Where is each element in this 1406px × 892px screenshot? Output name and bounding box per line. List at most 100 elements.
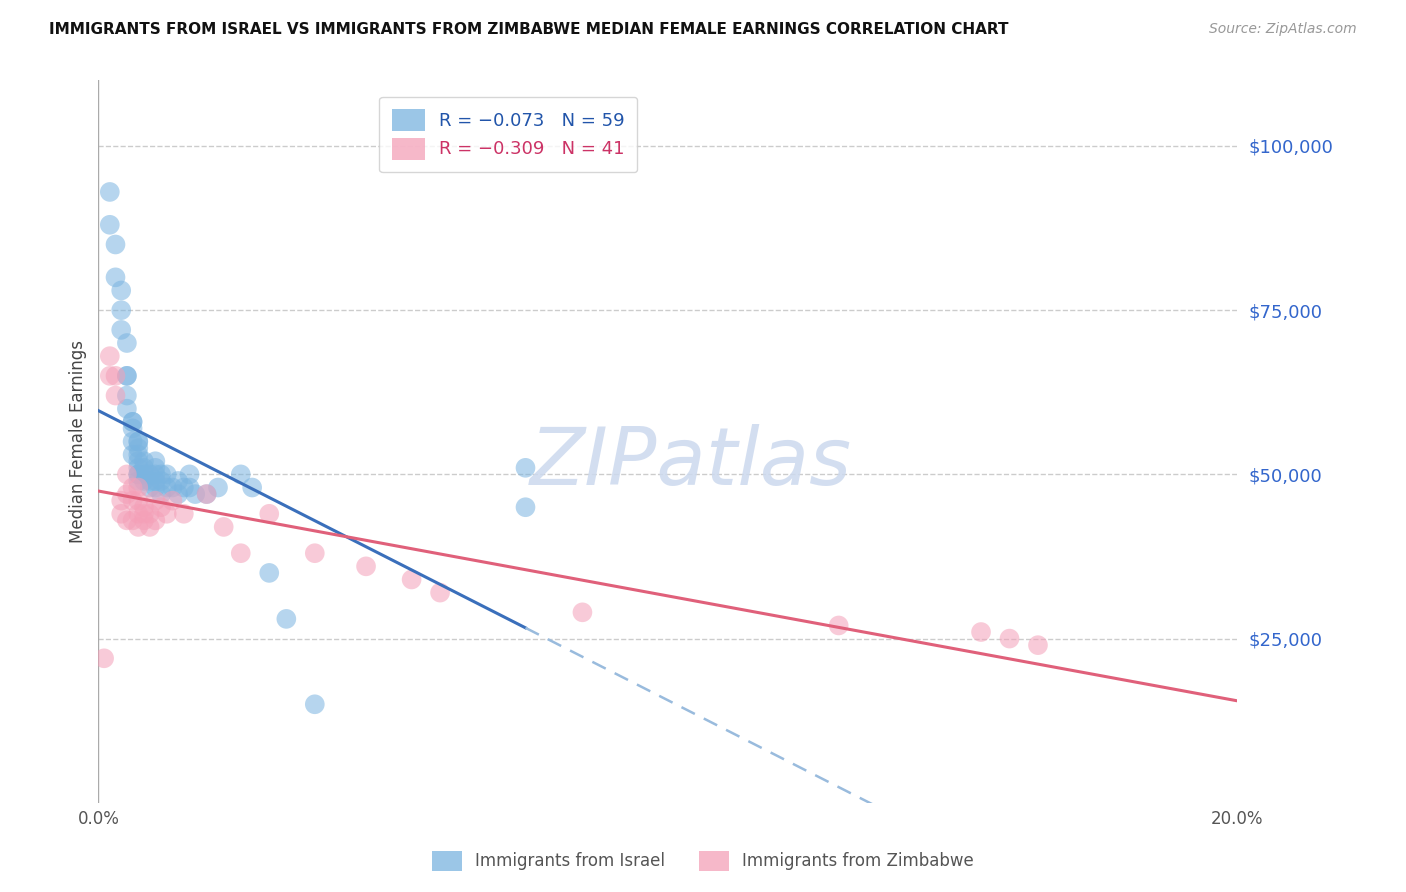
Point (132, 500, 155, 515)
Point (304, 698, 326, 712)
Point (132, 467, 155, 482)
Point (970, 625, 993, 640)
Point (179, 481, 201, 495)
Point (98, 349, 121, 363)
Point (998, 632, 1021, 646)
Point (156, 467, 179, 482)
Point (173, 507, 195, 521)
Point (207, 481, 229, 495)
Point (127, 434, 149, 449)
Point (104, 388, 127, 402)
Point (828, 618, 851, 632)
Point (571, 605, 593, 619)
Point (110, 323, 132, 337)
Point (115, 388, 138, 402)
Point (132, 507, 155, 521)
Point (121, 448, 143, 462)
Point (127, 448, 149, 462)
Point (1026, 638, 1049, 652)
Point (127, 460, 149, 475)
Point (515, 460, 537, 475)
Text: IMMIGRANTS FROM ISRAEL VS IMMIGRANTS FROM ZIMBABWE MEDIAN FEMALE EARNINGS CORREL: IMMIGRANTS FROM ISRAEL VS IMMIGRANTS FRO… (49, 22, 1008, 37)
Point (173, 481, 195, 495)
Point (145, 493, 167, 508)
Point (127, 441, 149, 455)
Point (145, 467, 167, 482)
Point (145, 481, 167, 495)
Text: ZIPatlas: ZIPatlas (530, 425, 852, 502)
Point (195, 487, 218, 501)
Point (115, 368, 138, 383)
Point (104, 270, 127, 285)
Point (162, 481, 184, 495)
Point (121, 493, 143, 508)
Point (110, 493, 132, 508)
Point (132, 454, 155, 468)
Point (212, 520, 235, 534)
Point (240, 481, 263, 495)
Point (127, 474, 149, 488)
Point (354, 559, 377, 574)
Point (115, 336, 138, 351)
Point (115, 487, 138, 501)
Point (229, 467, 252, 482)
Point (145, 513, 167, 527)
Point (127, 507, 149, 521)
Point (115, 368, 138, 383)
Y-axis label: Median Female Earnings: Median Female Earnings (69, 340, 87, 543)
Point (121, 513, 143, 527)
Point (98, 218, 121, 232)
Point (93, 651, 115, 665)
Point (167, 487, 190, 501)
Point (127, 467, 149, 482)
Point (121, 415, 143, 429)
Point (184, 487, 207, 501)
Point (259, 566, 281, 580)
Point (429, 585, 451, 599)
Point (138, 474, 160, 488)
Point (98, 368, 121, 383)
Point (145, 474, 167, 488)
Point (132, 513, 155, 527)
Point (132, 460, 155, 475)
Point (121, 481, 143, 495)
Point (121, 415, 143, 429)
Point (145, 454, 167, 468)
Point (127, 434, 149, 449)
Point (179, 467, 201, 482)
Point (110, 507, 132, 521)
Point (195, 487, 218, 501)
Point (150, 467, 173, 482)
Point (121, 421, 143, 435)
Legend: Immigrants from Israel, Immigrants from Zimbabwe: Immigrants from Israel, Immigrants from … (423, 842, 983, 880)
Point (167, 474, 190, 488)
Point (110, 284, 132, 298)
Point (110, 303, 132, 318)
Point (138, 507, 160, 521)
Point (145, 460, 167, 475)
Point (132, 474, 155, 488)
Point (150, 500, 173, 515)
Point (104, 368, 127, 383)
Point (304, 546, 326, 560)
Point (127, 520, 149, 534)
Text: Source: ZipAtlas.com: Source: ZipAtlas.com (1209, 22, 1357, 37)
Point (259, 507, 281, 521)
Point (150, 487, 173, 501)
Point (115, 467, 138, 482)
Point (127, 454, 149, 468)
Point (121, 434, 143, 449)
Point (127, 493, 149, 508)
Point (401, 573, 423, 587)
Point (138, 481, 160, 495)
Point (229, 546, 252, 560)
Point (156, 507, 179, 521)
Point (150, 474, 173, 488)
Point (138, 467, 160, 482)
Point (115, 401, 138, 416)
Legend: R = −0.073   N = 59, R = −0.309   N = 41: R = −0.073 N = 59, R = −0.309 N = 41 (380, 96, 637, 172)
Point (127, 467, 149, 482)
Point (162, 493, 184, 508)
Point (138, 520, 160, 534)
Point (276, 612, 298, 626)
